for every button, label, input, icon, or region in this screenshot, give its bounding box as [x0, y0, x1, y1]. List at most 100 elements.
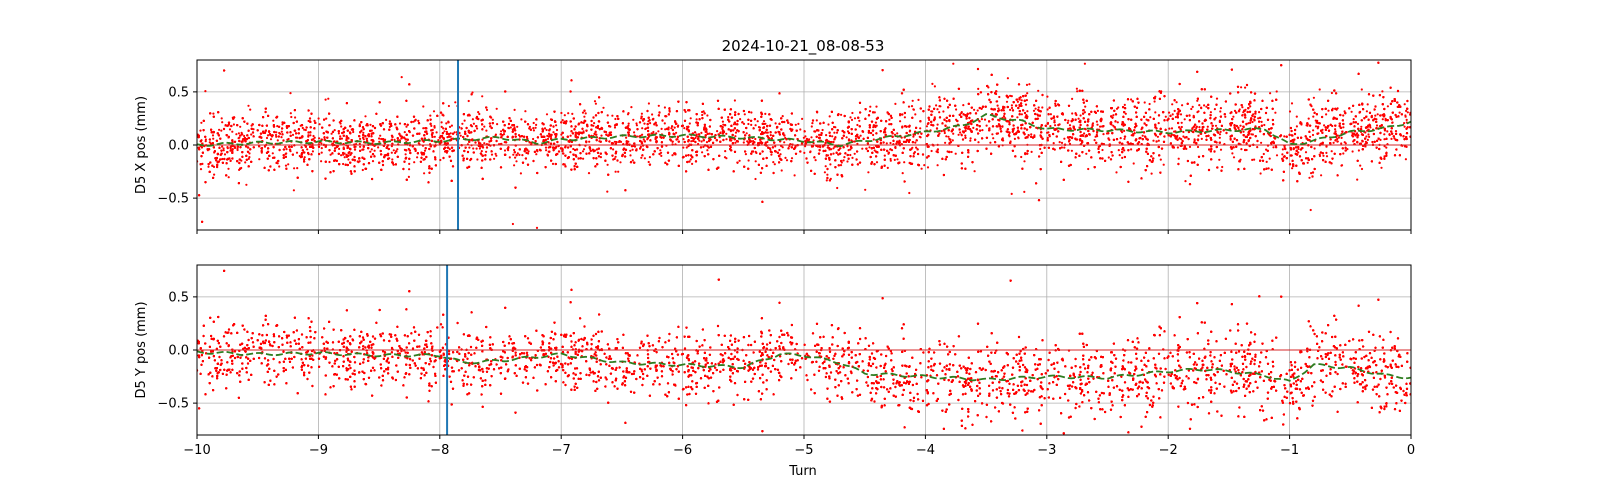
- data-point: [1297, 151, 1300, 154]
- data-point: [793, 174, 796, 177]
- data-point: [289, 112, 292, 115]
- data-point: [627, 112, 630, 115]
- data-point: [1023, 160, 1026, 163]
- data-point: [408, 168, 411, 171]
- data-point: [494, 133, 497, 136]
- data-point: [362, 131, 365, 134]
- data-point: [1231, 152, 1234, 155]
- data-point: [703, 125, 706, 128]
- data-point: [832, 152, 835, 155]
- data-point: [602, 106, 605, 109]
- data-point: [969, 139, 972, 142]
- data-point: [275, 135, 278, 138]
- data-point: [630, 106, 633, 109]
- data-point: [294, 116, 297, 119]
- data-point: [1232, 156, 1236, 159]
- data-point: [750, 123, 753, 126]
- data-point: [408, 162, 411, 165]
- data-point: [702, 145, 705, 148]
- data-point: [770, 153, 773, 156]
- data-point: [833, 131, 836, 134]
- data-point: [449, 132, 452, 135]
- data-point: [1325, 151, 1328, 154]
- data-point: [1091, 122, 1095, 125]
- data-point: [281, 123, 284, 126]
- data-point: [799, 128, 802, 131]
- data-point: [989, 141, 992, 144]
- data-point: [1116, 121, 1119, 124]
- data-point: [1260, 141, 1263, 144]
- data-point: [227, 167, 230, 170]
- data-point: [361, 168, 364, 172]
- data-point: [818, 133, 821, 136]
- data-point: [534, 126, 537, 129]
- data-point: [343, 156, 346, 159]
- chart-title: 2024-10-21_08-08-53: [722, 37, 885, 56]
- data-point: [1168, 127, 1171, 130]
- data-point: [1209, 111, 1212, 114]
- data-point: [721, 120, 725, 123]
- data-point: [260, 147, 263, 150]
- data-point: [423, 172, 426, 175]
- data-point: [320, 151, 323, 154]
- data-point: [1159, 158, 1162, 161]
- data-point: [781, 115, 784, 118]
- data-point: [1265, 160, 1268, 163]
- data-point: [1232, 115, 1235, 118]
- data-point: [613, 126, 617, 129]
- data-point: [1046, 131, 1049, 134]
- data-point: [248, 152, 251, 155]
- data-point: [684, 110, 687, 113]
- data-point: [512, 153, 515, 156]
- data-point: [281, 121, 284, 124]
- data-point: [835, 131, 839, 134]
- data-point: [432, 110, 436, 113]
- data-point: [337, 132, 340, 135]
- data-point: [1117, 149, 1120, 152]
- data-point: [635, 122, 638, 125]
- data-point: [682, 138, 685, 141]
- data-point: [276, 139, 279, 142]
- data-point: [959, 131, 962, 134]
- data-point: [631, 159, 634, 162]
- data-point: [829, 163, 832, 166]
- data-point: [471, 91, 474, 94]
- data-point: [1403, 125, 1406, 128]
- data-point: [1334, 128, 1337, 131]
- data-point: [1269, 92, 1272, 95]
- data-point: [1067, 127, 1070, 130]
- data-point: [1251, 158, 1254, 161]
- data-point: [617, 170, 620, 173]
- data-point: [1071, 112, 1074, 115]
- data-point: [1010, 104, 1014, 107]
- data-point: [643, 122, 646, 125]
- data-point: [1058, 141, 1061, 144]
- data-point: [1346, 148, 1349, 151]
- data-point: [342, 162, 345, 166]
- data-point: [265, 136, 269, 140]
- data-point: [423, 149, 427, 152]
- data-point: [734, 135, 737, 138]
- data-point: [606, 190, 609, 193]
- data-point: [1171, 103, 1174, 106]
- data-point: [373, 149, 376, 152]
- data-point: [593, 122, 596, 125]
- data-point: [1174, 116, 1177, 119]
- data-point: [509, 126, 512, 129]
- data-point: [629, 149, 632, 152]
- data-point: [595, 148, 599, 151]
- data-point: [660, 151, 663, 154]
- data-point: [453, 131, 456, 134]
- data-point: [846, 130, 850, 133]
- data-point: [421, 153, 424, 156]
- data-point: [380, 137, 383, 141]
- data-point: [1046, 95, 1049, 98]
- data-point: [1281, 148, 1284, 151]
- data-point: [831, 135, 834, 138]
- data-point: [313, 119, 316, 122]
- data-point: [1096, 123, 1099, 126]
- data-point: [1026, 92, 1029, 95]
- data-point: [588, 140, 591, 143]
- data-point: [572, 147, 575, 151]
- data-point: [747, 122, 750, 126]
